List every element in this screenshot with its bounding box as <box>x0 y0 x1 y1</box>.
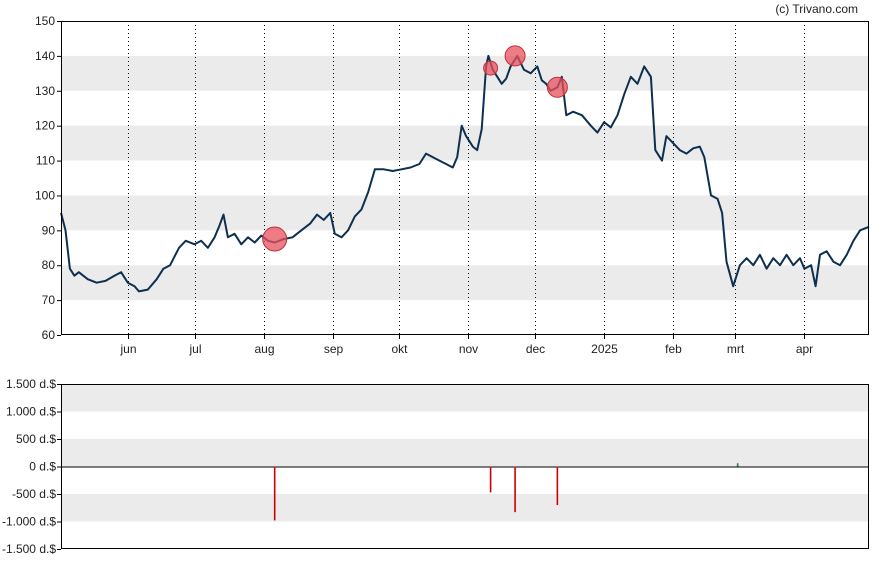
volume-panel-bands <box>61 384 869 522</box>
trade-marker <box>546 76 568 98</box>
price-tick-label: 130 <box>35 84 55 98</box>
month-tick-label: apr <box>796 342 813 356</box>
month-tick-label: jul <box>188 342 201 356</box>
price-series <box>60 54 870 293</box>
price-band <box>61 55 869 91</box>
volume-tick-label: 500 d.$ <box>16 432 56 446</box>
month-tick-label: jun <box>119 342 136 356</box>
volume-tick-label: -1.000 d.$ <box>2 515 56 529</box>
month-tick-label: okt <box>391 342 408 356</box>
credit-label: (c) Trivano.com <box>775 2 858 16</box>
volume-axis-ticks: 1.500 d.$ 1.000 d.$ 500 d.$ 0 d.$ -500 d.$ -1… <box>2 377 61 556</box>
volume-panel-frame <box>61 384 869 549</box>
month-gridlines <box>128 21 805 335</box>
trade-marker <box>262 226 288 252</box>
price-tick-label: 90 <box>42 223 56 237</box>
price-tick-label: 140 <box>35 49 55 63</box>
month-tick-label: nov <box>459 342 478 356</box>
volume-band <box>61 494 869 522</box>
volume-tick-label: -500 d.$ <box>12 487 56 501</box>
month-tick-label: dec <box>526 342 545 356</box>
price-panel-bands <box>61 55 869 301</box>
month-tick-label: mrt <box>727 342 745 356</box>
month-tick-label: aug <box>254 342 274 356</box>
price-tick-label: 110 <box>36 154 55 168</box>
price-tick-label: 60 <box>42 328 56 342</box>
price-band <box>61 265 869 301</box>
month-tick-label: sep <box>324 342 344 356</box>
volume-band <box>61 384 869 412</box>
volume-tick-label: -1.500 d.$ <box>2 542 56 556</box>
price-axis-ticks: 150 140 130 120 110 100 90 80 70 60 <box>35 14 61 342</box>
price-tick-label: 120 <box>35 119 55 133</box>
price-tick-label: 70 <box>42 293 56 307</box>
price-tick-label: 100 <box>35 188 55 202</box>
price-band <box>61 195 869 231</box>
month-axis-ticks: jun jul aug sep okt nov dec 2025 feb mrt apr <box>119 335 813 356</box>
price-line <box>60 54 870 293</box>
volume-bars <box>61 463 869 521</box>
volume-tick-label: 1.000 d.$ <box>6 405 56 419</box>
month-tick-label: 2025 <box>591 342 618 356</box>
trade-markers <box>262 45 568 252</box>
volume-tick-label: 0 d.$ <box>29 460 56 474</box>
volume-tick-label: 1.500 d.$ <box>6 377 56 391</box>
trade-marker <box>504 45 526 67</box>
price-tick-label: 80 <box>42 258 56 272</box>
volume-band <box>61 439 869 467</box>
price-panel-frame <box>61 21 869 335</box>
month-tick-label: feb <box>665 342 682 356</box>
trade-marker <box>483 60 499 76</box>
panel-frames <box>61 21 869 549</box>
price-band <box>61 125 869 161</box>
price-tick-label: 150 <box>35 14 55 28</box>
